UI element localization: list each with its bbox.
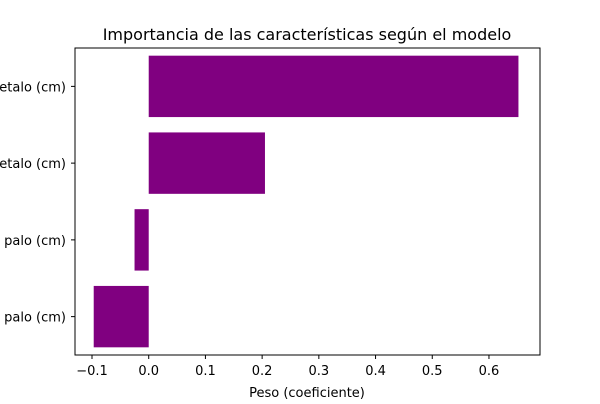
x-tick-label: 0.1 xyxy=(195,364,216,379)
y-tick-label: palo (cm) xyxy=(4,311,66,326)
x-tick-label: 0.6 xyxy=(479,364,500,379)
x-tick-label: 0.2 xyxy=(252,364,273,379)
x-axis: −0.1 0.0 0.1 0.2 0.3 0.4 0.5 0.6 xyxy=(76,355,499,379)
bar xyxy=(93,285,149,348)
plot-frame xyxy=(74,47,541,356)
bar xyxy=(134,209,149,271)
x-tick-label: 0.4 xyxy=(365,364,386,379)
chart-title: Importancia de las características según… xyxy=(103,25,512,44)
x-tick-label: 0.0 xyxy=(138,364,159,379)
y-tick-label: etalo (cm) xyxy=(0,80,66,95)
bars-group xyxy=(93,55,519,348)
y-axis: etalo (cm) etalo (cm) palo (cm) palo (cm) xyxy=(0,80,75,326)
x-tick-label: 0.3 xyxy=(308,364,329,379)
y-tick-label: palo (cm) xyxy=(4,234,66,249)
y-tick-label: etalo (cm) xyxy=(0,157,66,172)
x-tick-label: 0.5 xyxy=(422,364,443,379)
x-axis-label: Peso (coeficiente) xyxy=(249,386,365,400)
x-tick-label: −0.1 xyxy=(76,364,108,379)
bar xyxy=(148,55,519,118)
bar xyxy=(148,132,265,194)
